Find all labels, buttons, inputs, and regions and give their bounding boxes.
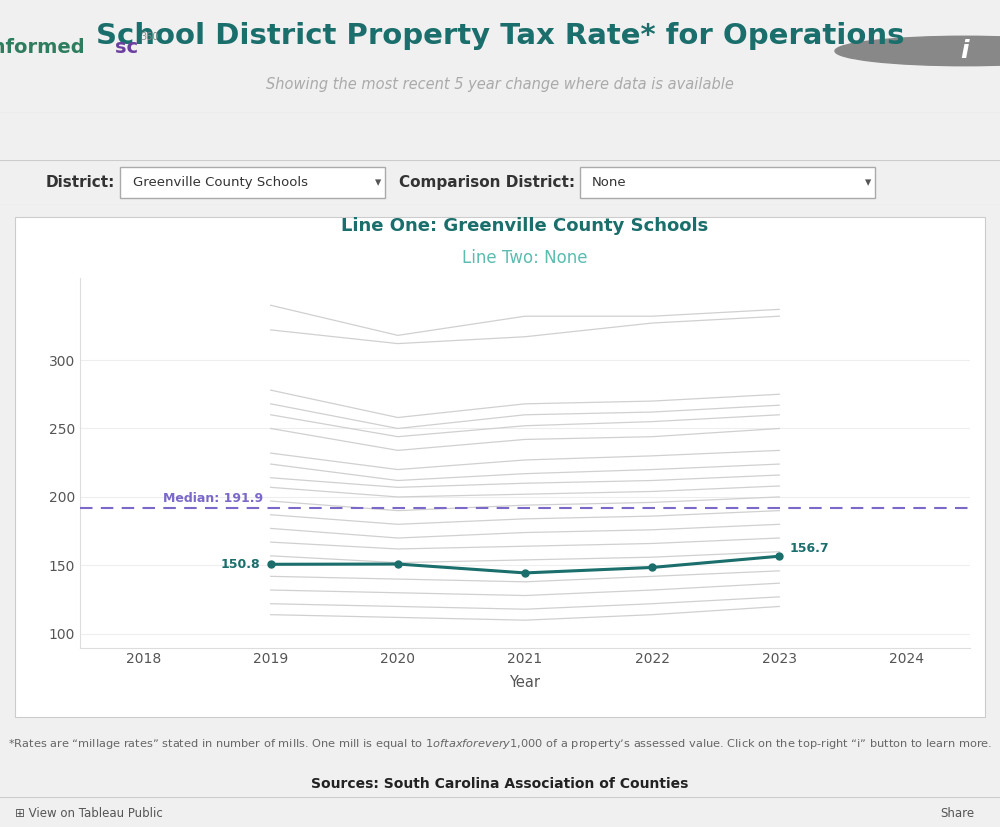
- FancyBboxPatch shape: [120, 167, 385, 198]
- Text: ▾: ▾: [865, 176, 871, 189]
- Circle shape: [835, 36, 1000, 65]
- Text: sc: sc: [115, 38, 138, 57]
- Text: None: None: [592, 176, 627, 189]
- Text: i: i: [961, 39, 969, 63]
- Text: School District Property Tax Rate* for Operations: School District Property Tax Rate* for O…: [96, 22, 904, 50]
- Text: District:: District:: [46, 175, 115, 190]
- Text: 150.8: 150.8: [221, 557, 261, 571]
- Text: *Rates are “millage rates” stated in number of mills. One mill is equal to $1 of: *Rates are “millage rates” stated in num…: [8, 737, 992, 751]
- Text: Sources: South Carolina Association of Counties: Sources: South Carolina Association of C…: [311, 777, 689, 791]
- Text: informed: informed: [0, 38, 85, 57]
- Text: 360: 360: [140, 32, 158, 42]
- Text: ▾: ▾: [375, 176, 381, 189]
- Text: Line One: Greenville County Schools: Line One: Greenville County Schools: [341, 218, 709, 235]
- Text: Median: 191.9: Median: 191.9: [163, 491, 263, 504]
- Text: Line Two: None: Line Two: None: [462, 249, 588, 267]
- Text: ⊞ View on Tableau Public: ⊞ View on Tableau Public: [15, 807, 163, 820]
- Text: Showing the most recent 5 year change where data is available: Showing the most recent 5 year change wh…: [266, 78, 734, 93]
- FancyBboxPatch shape: [580, 167, 875, 198]
- Text: Greenville County Schools: Greenville County Schools: [133, 176, 308, 189]
- X-axis label: Year: Year: [510, 675, 540, 690]
- Text: Comparison District:: Comparison District:: [399, 175, 575, 190]
- Text: Share: Share: [940, 807, 974, 820]
- FancyBboxPatch shape: [15, 217, 985, 717]
- Text: 156.7: 156.7: [789, 542, 829, 555]
